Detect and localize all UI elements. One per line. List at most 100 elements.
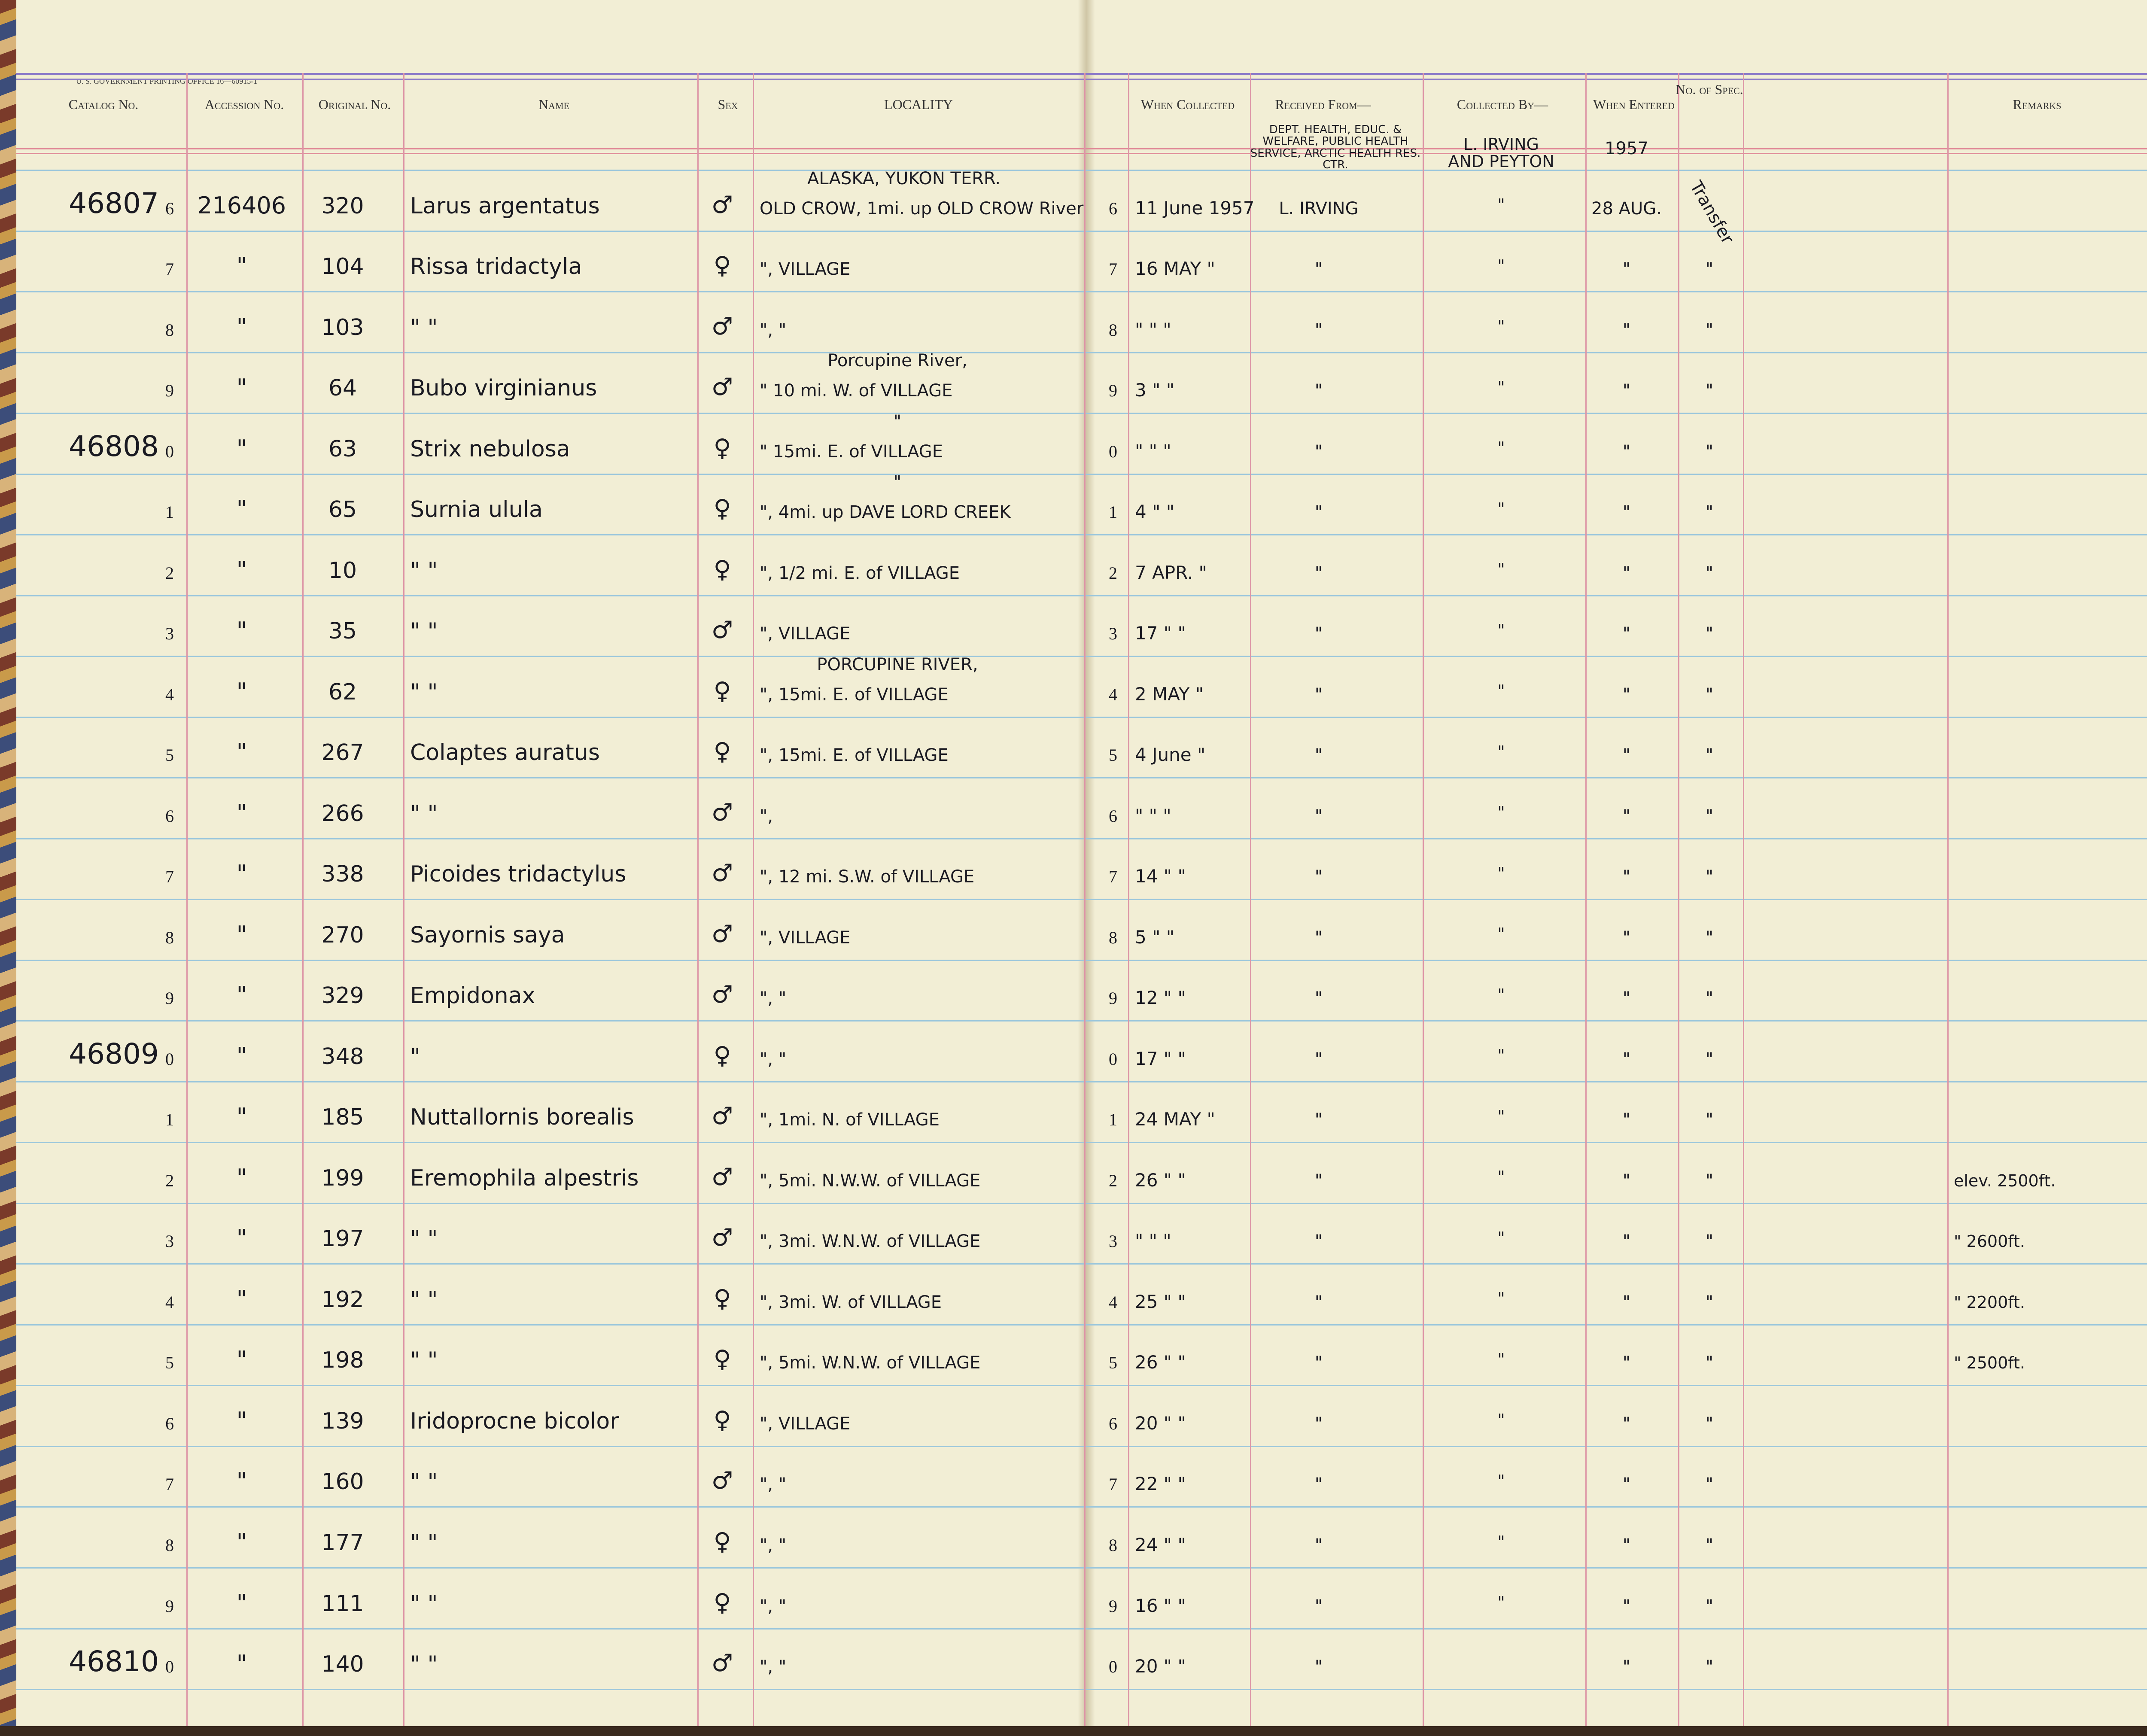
cell-spec: ": [1705, 1475, 1714, 1495]
ruled-line: [16, 473, 2147, 475]
column-rule: [302, 73, 304, 1726]
cell-by: ": [1497, 863, 1505, 883]
cell-name: Empidonax: [410, 983, 535, 1009]
cell-d1: 7: [165, 1475, 174, 1494]
cell-rem: " 2200ft.: [1954, 1292, 2025, 1312]
cell-loc: ", 15mi. E. of VILLAGE: [760, 745, 949, 766]
cell-sex: ♀: [713, 495, 731, 523]
column-rule: [186, 73, 188, 1726]
cell-d2: 8: [1109, 320, 1117, 340]
cell-orig: 266: [321, 800, 364, 827]
cell-d2: 3: [1109, 624, 1117, 644]
column-rule: [697, 73, 699, 1726]
column-header: Remarks: [2013, 97, 2062, 112]
cell-loc: ", 1mi. N. of VILLAGE: [760, 1110, 940, 1130]
cell-name: " ": [410, 679, 438, 705]
cell-by: ": [1497, 195, 1505, 215]
ruled-line: [16, 230, 2147, 232]
cell-loc: ", ": [760, 320, 787, 340]
cell-spec: ": [1705, 988, 1714, 1009]
ruled-line: [16, 959, 2147, 961]
cell-d1: 6: [165, 198, 174, 218]
cell-acc: ": [236, 1285, 247, 1313]
cell-loc: ", VILLAGE: [760, 259, 851, 280]
cell-ent: ": [1622, 320, 1631, 340]
cell-acc: ": [236, 1042, 247, 1070]
cell-coll: " " ": [1135, 319, 1171, 340]
cell-sex: ♂: [711, 920, 733, 948]
cell-recv: ": [1314, 381, 1323, 401]
cell-cat: 46809: [69, 1037, 159, 1070]
cell-orig: 103: [321, 314, 364, 341]
cell-name: Eremophila alpestris: [410, 1165, 639, 1191]
cell-recv: ": [1314, 563, 1323, 583]
top-rule: [16, 79, 2147, 80]
ruled-line: [16, 413, 2147, 414]
cell-rem: " 2600ft.: [1954, 1232, 2025, 1251]
cell-loc-note: ALASKA, YUKON TERR.: [807, 168, 1001, 188]
cell-d1: 7: [165, 259, 174, 279]
cell-d1: 4: [165, 684, 174, 704]
cell-orig: 198: [321, 1347, 364, 1374]
cell-by: ": [1497, 681, 1505, 701]
cell-loc-note: PORCUPINE RIVER,: [817, 654, 978, 675]
cell-by: ": [1497, 1046, 1505, 1065]
cell-name: " ": [410, 618, 438, 645]
cell-acc: ": [236, 1650, 247, 1677]
cell-recv: ": [1314, 1231, 1323, 1252]
cell-by: ": [1497, 1167, 1505, 1187]
top-rule: [16, 73, 2147, 75]
cell-sex: ♂: [711, 1163, 733, 1191]
cell-recv: ": [1314, 1596, 1323, 1616]
cell-sex: ♀: [713, 1284, 731, 1313]
column-rule: [1585, 73, 1587, 1726]
cell-d1: 9: [165, 988, 174, 1008]
column-rule: [1743, 73, 1744, 1726]
cell-spec: Transfer: [1686, 177, 1738, 248]
cell-name: " ": [410, 800, 438, 827]
cell-recv: ": [1314, 1414, 1323, 1434]
ruled-line: [16, 716, 2147, 718]
cell-loc: ", ": [760, 1657, 787, 1677]
cell-d2: 7: [1109, 1475, 1117, 1494]
cell-loc: ", 3mi. W. of VILLAGE: [760, 1292, 942, 1312]
column-header: When Entered: [1593, 97, 1675, 112]
cell-by: ": [1497, 499, 1505, 518]
cell-by: ": [1497, 1532, 1505, 1551]
cell-name: " ": [410, 1469, 438, 1495]
ruled-line: [16, 1081, 2147, 1082]
cell-by: ": [1497, 1471, 1505, 1490]
cell-coll: 25 " ": [1135, 1291, 1186, 1312]
ruled-line: [16, 838, 2147, 839]
cell-recv: ": [1314, 806, 1323, 826]
cell-d1: 8: [165, 1535, 174, 1555]
cell-loc: ", VILLAGE: [760, 927, 851, 948]
cell-sex: ♀: [713, 738, 731, 766]
cell-d2: 1: [1109, 502, 1117, 522]
cell-sex: ♂: [711, 1102, 733, 1131]
cell-d2: 7: [1109, 867, 1117, 887]
ruled-line: [16, 595, 2147, 596]
cell-d2: 9: [1109, 381, 1117, 401]
cell-coll: " " ": [1135, 805, 1171, 826]
cell-recv: ": [1314, 320, 1323, 340]
cell-loc: ", VILLAGE: [760, 1414, 851, 1434]
cell-spec: ": [1705, 259, 1714, 280]
ruled-line: [16, 1263, 2147, 1265]
cell-coll: 3 " ": [1135, 380, 1175, 401]
ruled-line: [16, 1445, 2147, 1447]
cell-ent: ": [1622, 381, 1631, 401]
cell-orig: 64: [328, 375, 357, 401]
cell-acc: ": [236, 1164, 247, 1191]
cell-spec: ": [1705, 624, 1714, 644]
cell-sex: ♀: [713, 1588, 731, 1617]
cell-orig: 10: [328, 557, 357, 584]
cell-coll: 4 " ": [1135, 501, 1175, 523]
cell-orig: 267: [321, 740, 364, 766]
cell-orig: 185: [321, 1104, 364, 1131]
cell-loc: ", ": [760, 1535, 787, 1555]
cell-by: ": [1497, 1228, 1505, 1247]
cell-recv: L. IRVING: [1279, 198, 1359, 219]
cell-d1: 1: [165, 1110, 174, 1130]
column-rule: [1128, 73, 1129, 1726]
